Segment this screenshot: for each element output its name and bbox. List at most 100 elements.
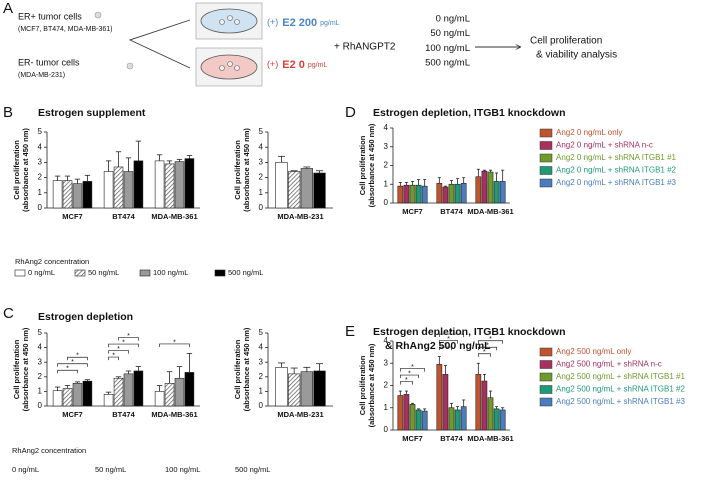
bar [62,180,73,209]
bar [442,186,449,204]
legend-label: 0 ng/mL [28,268,55,277]
x-tick-label: MDA-MB-361 [467,207,513,216]
bar [123,171,134,209]
legend-swatch [539,372,553,382]
significance-label: * [112,352,115,359]
significance-bracket [67,356,88,361]
panel-label: B [3,104,13,121]
error-bar [316,363,324,371]
y-axis-label: (absorbance at 450 nm) [242,327,251,411]
y-axis-label: (absorbance at 450 nm) [21,128,30,212]
y-tick-label: 5 [38,127,43,136]
legend-swatch [539,385,553,394]
x-tick-label: MDA-MB-231 [277,212,323,221]
condition-prefix: (+) [267,59,278,69]
chart: 0 1 2 3 4 5 Cell proliferation (absorbance at 4… [233,127,333,221]
legend-swatch [539,360,553,369]
legend-swatch [14,269,26,277]
x-tick-label: MCF7 [62,410,82,419]
condition-unit: pg/mL [320,20,340,27]
bar [174,377,185,407]
error-bar [456,406,460,410]
er-neg-lines: (MDA-MB-231) [18,72,65,79]
error-bar [462,399,466,407]
error-bar [115,376,122,379]
chart-title: Estrogen depletion, ITGB1 knockdown [373,107,566,119]
y-tick-label: 3 [259,357,264,366]
x-tick-label: BT474 [112,410,135,419]
error-bar [437,356,441,365]
significance-label: * [127,333,130,340]
bar [103,394,114,407]
significance-label: * [447,336,450,343]
legend-label: Ang2 500 ng/mL + shRNA ITGB1 #2 [556,385,685,394]
x-tick-label: MDA-MB-231 [277,410,323,419]
error-bar [303,166,311,169]
condition-unit: pg/mL [308,62,328,69]
y-axis-label: Cell proliferation [233,339,242,399]
significance-bracket [57,369,78,374]
y-axis-label: (absorbance at 450 nm) [242,128,251,212]
legend-swatch [539,166,553,175]
bar [300,168,313,209]
bar [397,185,404,204]
significance-label: * [489,336,492,343]
x-tick-label: BT474 [112,212,135,221]
y-tick-label: 1 [384,179,389,188]
bar [442,374,449,431]
legend-swatch [539,141,553,150]
bar [460,183,467,204]
y-tick-label: 3 [384,358,389,367]
bar [421,410,428,431]
x-tick-label: MCF7 [402,207,422,216]
y-tick-label: 3 [38,158,43,167]
error-bar [501,407,505,410]
significance-bracket [438,333,465,338]
legend-label: 0 ng/mL [12,465,39,474]
y-tick-label: 0 [38,401,43,410]
legend-label: 500 ng/mL [228,268,263,277]
x-tick-label: BT474 [440,207,463,216]
cells [219,15,240,71]
panel-label: D [345,104,356,121]
y-axis-label: Cell proliferation [358,135,367,195]
y-tick-label: 3 [259,158,264,167]
y-tick-label: 4 [38,343,43,352]
bar [487,171,494,204]
bar [403,184,410,204]
bar [184,158,195,209]
error-bar [166,160,173,164]
bar [288,373,301,407]
error-bar [303,366,311,372]
error-bar [404,181,408,186]
bar [72,183,83,209]
legend-swatch [214,269,226,277]
error-bar [176,158,183,162]
bar [421,185,428,204]
legend-label: Ang2 500 ng/mL + shRNA n-c [556,360,662,369]
error-bar [423,179,427,187]
y-tick-label: 4 [259,142,264,151]
legend-swatch [539,397,553,407]
y-axis-label: Cell proliferation [233,140,242,200]
x-tick-label: MDA-MB-361 [151,212,197,221]
error-bar [290,367,298,374]
split-arrow [128,19,191,69]
legend-label: Ang2 0 ng/mL + shRNA ITGB1 #3 [556,178,677,187]
y-tick-label: 0 [384,425,389,434]
error-bar [64,385,71,389]
panel-label: A [3,0,13,17]
error-bar [54,175,61,181]
cell-icon [94,11,102,19]
y-tick-label: 4 [384,123,389,132]
error-bar [105,160,112,172]
bar [52,390,63,407]
legend-title: RhAng2 concentration [12,446,86,455]
significance-bracket [399,368,426,372]
bar [154,391,165,407]
bar [481,380,488,431]
error-bar [64,175,71,181]
error-bar [186,353,193,373]
bar [493,181,500,204]
bar [409,404,416,431]
